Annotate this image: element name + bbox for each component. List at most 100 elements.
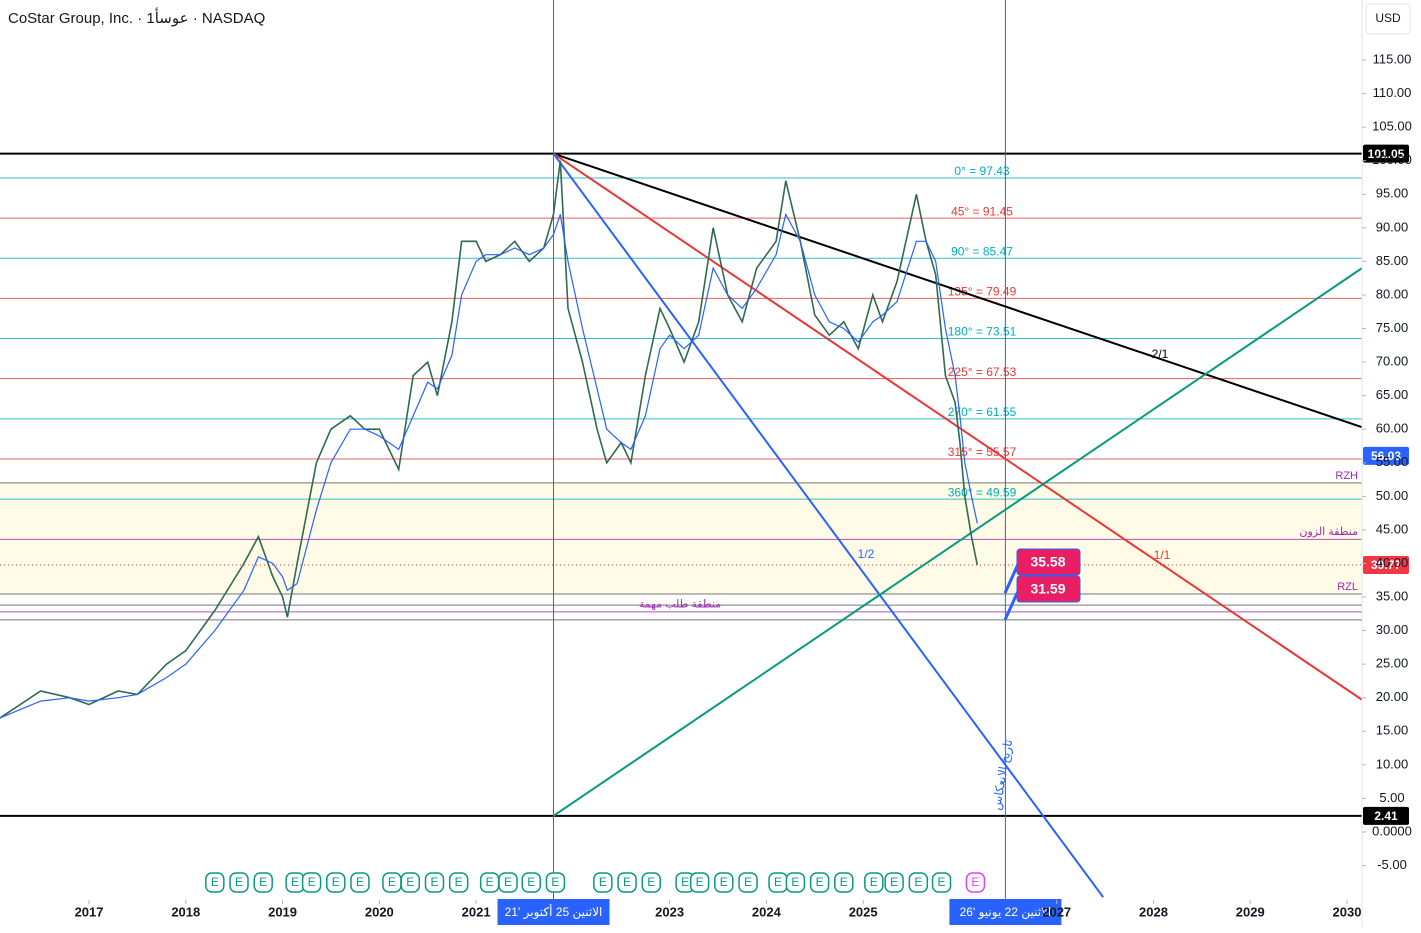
x-tick-label: 2017 (75, 904, 104, 919)
price-tag (1363, 806, 1409, 825)
y-tick-label: 10.00 (1376, 756, 1409, 771)
earnings-label: E (647, 875, 655, 889)
y-tick-label: 80.00 (1376, 286, 1409, 301)
level-label: منطقة الزون (1299, 526, 1358, 538)
earnings-icon (448, 872, 469, 893)
level-label: 315° = 55.57 (948, 445, 1017, 459)
earnings-label: E (791, 875, 799, 889)
earnings-label: E (840, 875, 848, 889)
level-label: 360° = 49.59 (948, 485, 1017, 499)
y-tick-label: 55.00 (1376, 454, 1409, 469)
earnings-label: E (816, 875, 824, 889)
earnings-label: E (971, 875, 979, 889)
earnings-icon (301, 872, 322, 893)
trend-line (552, 153, 1104, 898)
earnings-label: E (938, 875, 946, 889)
y-tick-label: 5.00 (1379, 790, 1404, 805)
earnings-label: E (774, 875, 782, 889)
currency[interactable]: USD (1375, 11, 1401, 25)
earnings-label: E (486, 875, 494, 889)
y-tick-label: 110.00 (1373, 85, 1412, 100)
earnings-icon (809, 872, 830, 893)
level-label: 270° = 61.55 (948, 405, 1017, 419)
y-tick-label: -5.00 (1377, 857, 1407, 872)
target-box (1016, 575, 1081, 603)
y-tick-label: 30.00 (1376, 622, 1409, 637)
earnings-icon (931, 872, 952, 893)
level-label: RZL (1337, 581, 1358, 593)
ratio-label: 1/1 (1154, 548, 1171, 562)
y-tick-label: 65.00 (1376, 387, 1409, 402)
trend-line (553, 152, 1362, 429)
y-tick-label: 45.00 (1376, 521, 1409, 536)
target-label: 35.58 (1030, 554, 1065, 570)
level-label: 225° = 67.53 (948, 365, 1017, 379)
date-badge (497, 899, 610, 925)
earnings-icon (714, 872, 734, 893)
earnings-label: E (291, 875, 299, 889)
currency-button[interactable] (1365, 3, 1411, 35)
y-tick-label: 40.00 (1376, 555, 1409, 570)
x-tick-label: 2030 (1333, 904, 1362, 919)
level-label: RZH (1335, 470, 1358, 482)
earnings-icon (884, 872, 904, 893)
price-tag (1363, 446, 1409, 465)
y-tick-label: 50.00 (1376, 488, 1409, 503)
earnings-label: E (235, 875, 243, 889)
y-tick-label: 95.00 (1376, 186, 1409, 201)
earnings-icon (965, 872, 986, 893)
ratio-label: 2/1 (1152, 347, 1169, 361)
earnings-label: E (356, 875, 364, 889)
earnings-label: E (527, 875, 535, 889)
earnings-icon (498, 872, 518, 893)
x-tick-label: 2025 (849, 904, 878, 919)
earnings-icon (834, 872, 854, 893)
y-tick-label: 35.00 (1376, 588, 1409, 603)
earnings-label: E (890, 875, 898, 889)
earnings-label: E (551, 875, 559, 889)
earnings-label: E (681, 875, 689, 889)
earnings-icon (424, 872, 445, 893)
earnings-label: E (455, 875, 463, 889)
y-tick-label: 60.00 (1376, 421, 1409, 436)
earnings-icon (326, 872, 346, 893)
x-tick-label: 2029 (1236, 904, 1265, 919)
level-label: 135° = 79.49 (948, 285, 1017, 299)
date-badge (949, 899, 1062, 925)
demand-zone (0, 482, 1362, 595)
y-tick-label: 25.00 (1376, 656, 1409, 671)
earnings-icon (617, 872, 637, 893)
earnings-icon (641, 872, 661, 893)
earnings-label: E (914, 875, 922, 889)
earnings-label: E (744, 875, 752, 889)
x-tick-label: 2027 (1042, 904, 1071, 919)
level-label: 0° = 97.43 (954, 164, 1010, 178)
target-label: 31.59 (1030, 581, 1065, 597)
price-tag (1363, 556, 1409, 575)
earnings-icon (400, 872, 421, 893)
x-tick-label: 2020 (365, 904, 394, 919)
earnings-label: E (599, 875, 607, 889)
x-tick-label: 2019 (268, 904, 297, 919)
trend-line (552, 267, 1362, 817)
earnings-icon (689, 872, 710, 893)
earnings-icon (785, 872, 806, 893)
y-tick-label: 20.00 (1376, 689, 1409, 704)
price-tag-label: 101.05 (1368, 147, 1405, 161)
earnings-icon (593, 872, 613, 893)
chart-title: CoStar Group, Inc. · 1عوسأ · NASDAQ (8, 7, 265, 27)
x-tick-label: 2018 (171, 904, 200, 919)
level-label: منطقة طلب مهمة (639, 599, 721, 611)
earnings-label: E (388, 875, 396, 889)
y-tick-label: 70.00 (1376, 354, 1409, 369)
earnings-label: E (406, 875, 414, 889)
y-tick-label: 105.00 (1372, 119, 1412, 134)
earnings-label: E (430, 875, 438, 889)
earnings-label: E (696, 875, 704, 889)
earnings-icon (229, 872, 249, 893)
y-tick-label: 90.00 (1376, 219, 1409, 234)
x-tick-label: 2024 (752, 904, 782, 919)
price-line (0, 160, 979, 719)
ratio-label: 1/2 (858, 547, 875, 561)
